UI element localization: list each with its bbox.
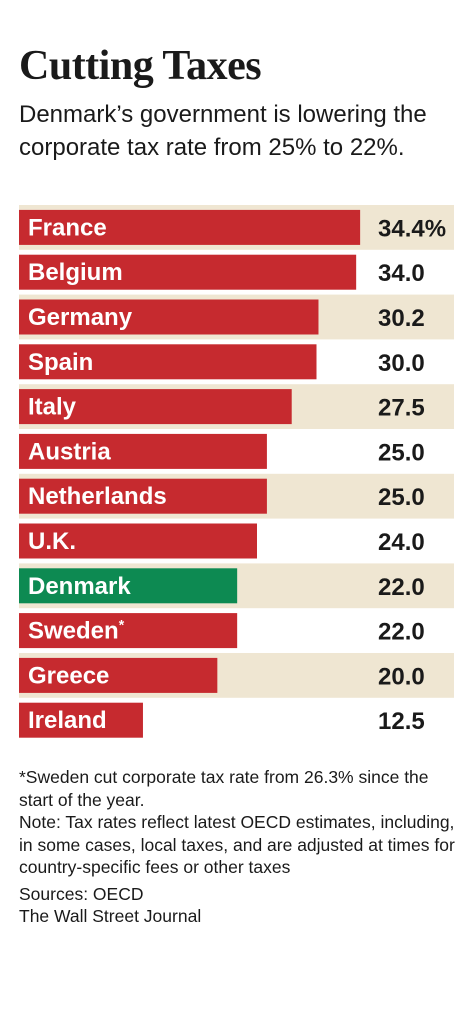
bar-france xyxy=(19,209,361,245)
bar-ireland xyxy=(19,702,143,738)
bar-label-denmark: Denmark xyxy=(28,573,131,600)
bar-label-austria: Austria xyxy=(28,438,111,465)
value-label-greece: 20.0 xyxy=(378,663,425,690)
value-label-france: 34.4% xyxy=(378,215,446,242)
value-label-austria: 25.0 xyxy=(378,439,425,466)
value-label-u-k: 24.0 xyxy=(378,529,425,556)
value-label-sweden: 22.0 xyxy=(378,619,425,646)
bar-denmark xyxy=(19,568,238,604)
value-label-germany: 30.2 xyxy=(378,305,425,332)
bar-label-spain: Spain xyxy=(28,349,93,376)
bar-label-ireland: Ireland xyxy=(28,707,107,734)
value-label-ireland: 12.5 xyxy=(378,708,425,735)
bar-greece xyxy=(19,657,218,693)
value-label-belgium: 34.0 xyxy=(378,260,425,287)
value-label-spain: 30.0 xyxy=(378,350,425,377)
bar-italy xyxy=(19,389,292,425)
bar-label-netherlands: Netherlands xyxy=(28,483,167,510)
chart-subtitle: Denmark’s government is lowering the cor… xyxy=(19,101,427,161)
bar-sweden xyxy=(19,613,238,649)
sweden-footnote: *Sweden cut corporate tax rate from 26.3… xyxy=(19,767,429,810)
bar-spain xyxy=(19,344,317,380)
bar-label-sweden: Sweden* xyxy=(28,617,125,645)
bar-u-k xyxy=(19,523,257,559)
value-label-denmark: 22.0 xyxy=(378,574,425,601)
bar-label-italy: Italy xyxy=(28,394,77,421)
bar-austria xyxy=(19,433,267,469)
bar-germany xyxy=(19,299,319,335)
value-label-netherlands: 25.0 xyxy=(378,484,425,511)
bar-chart: France 34.4% Belgium 34.0 Germany 30.2 Spain 30… xyxy=(19,205,454,738)
bar-label-u-k: U.K. xyxy=(28,528,76,555)
value-label-italy: 27.5 xyxy=(378,395,425,422)
bar-label-france: France xyxy=(28,214,107,241)
note-text: Note: Tax rates reflect latest OECD esti… xyxy=(19,812,455,877)
bar-label-greece: Greece xyxy=(28,662,109,689)
chart-title: Cutting Taxes xyxy=(19,43,262,89)
bar-label-belgium: Belgium xyxy=(28,259,123,286)
bar-belgium xyxy=(19,254,357,290)
footnotes: *Sweden cut corporate tax rate from 26.3… xyxy=(19,766,464,928)
bar-label-germany: Germany xyxy=(28,304,133,331)
publisher-text: The Wall Street Journal xyxy=(19,906,202,926)
sources-text: Sources: OECD xyxy=(19,883,144,904)
bar-netherlands xyxy=(19,478,267,514)
